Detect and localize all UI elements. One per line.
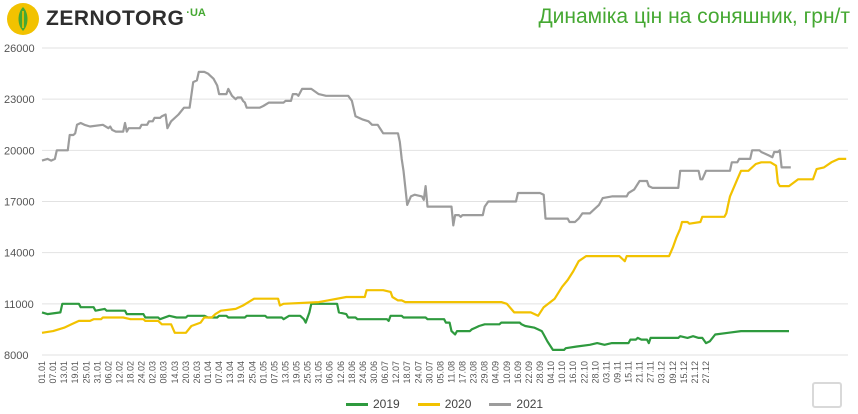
x-tick-label: 19.05 — [292, 361, 302, 384]
x-tick-label: 10.10 — [557, 361, 567, 384]
x-tick-label: 06.02 — [103, 361, 113, 384]
x-tick-label: 23.08 — [469, 361, 479, 384]
x-tick-label: 30.06 — [369, 361, 379, 384]
x-tick-label: 20.03 — [181, 361, 191, 384]
x-tick-label: 27.11 — [646, 361, 656, 383]
y-tick-label: 8000 — [4, 350, 28, 362]
x-tick-label: 11.08 — [446, 361, 456, 383]
y-tick-label: 14000 — [4, 248, 35, 260]
x-tick-label: 19.04 — [236, 361, 246, 384]
x-tick-label: 13.04 — [225, 361, 235, 384]
legend-label-2021: 2021 — [516, 397, 544, 411]
watermark-icon — [812, 382, 842, 408]
y-tick-label: 20000 — [4, 145, 35, 157]
x-tick-label: 10.09 — [502, 361, 512, 384]
x-tick-label: 04.09 — [491, 361, 501, 384]
legend-swatch-2019 — [346, 402, 368, 406]
x-tick-label: 12.02 — [114, 361, 124, 384]
x-tick-label: 16.09 — [513, 361, 523, 384]
x-tick-label: 22.10 — [579, 361, 589, 384]
x-tick-label: 15.11 — [624, 361, 634, 383]
x-tick-label: 21.11 — [635, 361, 645, 383]
y-tick-label: 26000 — [4, 43, 35, 55]
legend-item-2019: 2019 — [346, 397, 400, 411]
x-tick-label: 03.11 — [601, 361, 611, 383]
brand-logo[interactable]: ZERNOTORG ·UA — [6, 2, 206, 36]
x-tick-label: 26.03 — [192, 361, 202, 384]
brand-name: ZERNOTORG — [46, 7, 185, 30]
x-tick-label: 24.02 — [137, 361, 147, 384]
x-tick-label: 31.05 — [314, 361, 324, 384]
x-tick-label: 01.01 — [37, 361, 47, 384]
x-tick-label: 27.12 — [701, 361, 711, 384]
legend-swatch-2021 — [489, 402, 512, 406]
x-tick-label: 19.01 — [70, 361, 80, 384]
x-tick-label: 21.12 — [690, 361, 700, 384]
legend-item-2020: 2020 — [417, 397, 472, 411]
x-tick-label: 01.04 — [203, 361, 213, 384]
x-tick-label: 25.05 — [303, 361, 313, 384]
legend-item-2021: 2021 — [489, 397, 543, 411]
x-tick-label: 25.04 — [247, 361, 257, 384]
x-tick-label: 09.11 — [612, 361, 622, 383]
x-tick-label: 12.07 — [391, 361, 401, 384]
legend-label-2020: 2020 — [444, 397, 472, 411]
y-tick-label: 17000 — [4, 197, 35, 209]
x-tick-label: 01.05 — [258, 361, 268, 384]
x-tick-label: 28.09 — [535, 361, 545, 384]
x-tick-label: 06.06 — [325, 361, 335, 384]
x-tick-label: 16.10 — [568, 361, 578, 384]
y-tick-label: 11000 — [4, 299, 34, 311]
x-tick-label: 13.01 — [59, 361, 69, 384]
x-tick-label: 03.12 — [657, 361, 667, 384]
x-tick-label: 24.06 — [358, 361, 368, 384]
x-tick-label: 25.01 — [81, 361, 91, 384]
x-tick-label: 17.08 — [458, 361, 468, 384]
chart-legend: 2019 2020 2021 — [346, 397, 543, 411]
x-tick-label: 04.10 — [546, 361, 556, 384]
x-tick-label: 31.01 — [92, 361, 102, 384]
sunflower-seed-icon — [7, 3, 39, 35]
x-tick-label: 13.05 — [280, 361, 290, 384]
x-tick-label: 15.12 — [679, 361, 689, 384]
x-tick-label: 18.06 — [347, 361, 357, 384]
x-tick-label: 12.06 — [336, 361, 346, 384]
x-tick-label: 07.04 — [214, 361, 224, 384]
brand-suffix: ·UA — [186, 7, 206, 19]
x-tick-label: 29.08 — [480, 361, 490, 384]
legend-swatch-2020 — [417, 402, 440, 406]
x-tick-label: 28.10 — [590, 361, 600, 384]
x-tick-label: 18.02 — [126, 361, 136, 384]
x-tick-label: 08.03 — [159, 361, 169, 384]
chart-title: Динаміка цін на соняшник, грн/т — [538, 5, 850, 28]
x-tick-label: 22.09 — [524, 361, 534, 384]
x-tick-label: 14.03 — [170, 361, 180, 384]
series-line-2021 — [41, 70, 791, 227]
x-tick-label: 02.03 — [148, 361, 158, 384]
y-tick-label: 23000 — [4, 94, 35, 106]
x-tick-label: 30.07 — [424, 361, 434, 384]
x-tick-label: 18.07 — [402, 361, 412, 384]
x-tick-label: 07.05 — [269, 361, 279, 384]
x-tick-label: 05.08 — [435, 361, 445, 384]
x-tick-label: 24.07 — [413, 361, 423, 384]
x-tick-label: 06.07 — [380, 361, 390, 384]
legend-label-2019: 2019 — [373, 397, 400, 411]
x-tick-label: 09.12 — [668, 361, 678, 384]
series-line-2020 — [41, 157, 847, 334]
series-line-2019 — [41, 302, 789, 351]
x-tick-label: 07.01 — [48, 361, 58, 384]
